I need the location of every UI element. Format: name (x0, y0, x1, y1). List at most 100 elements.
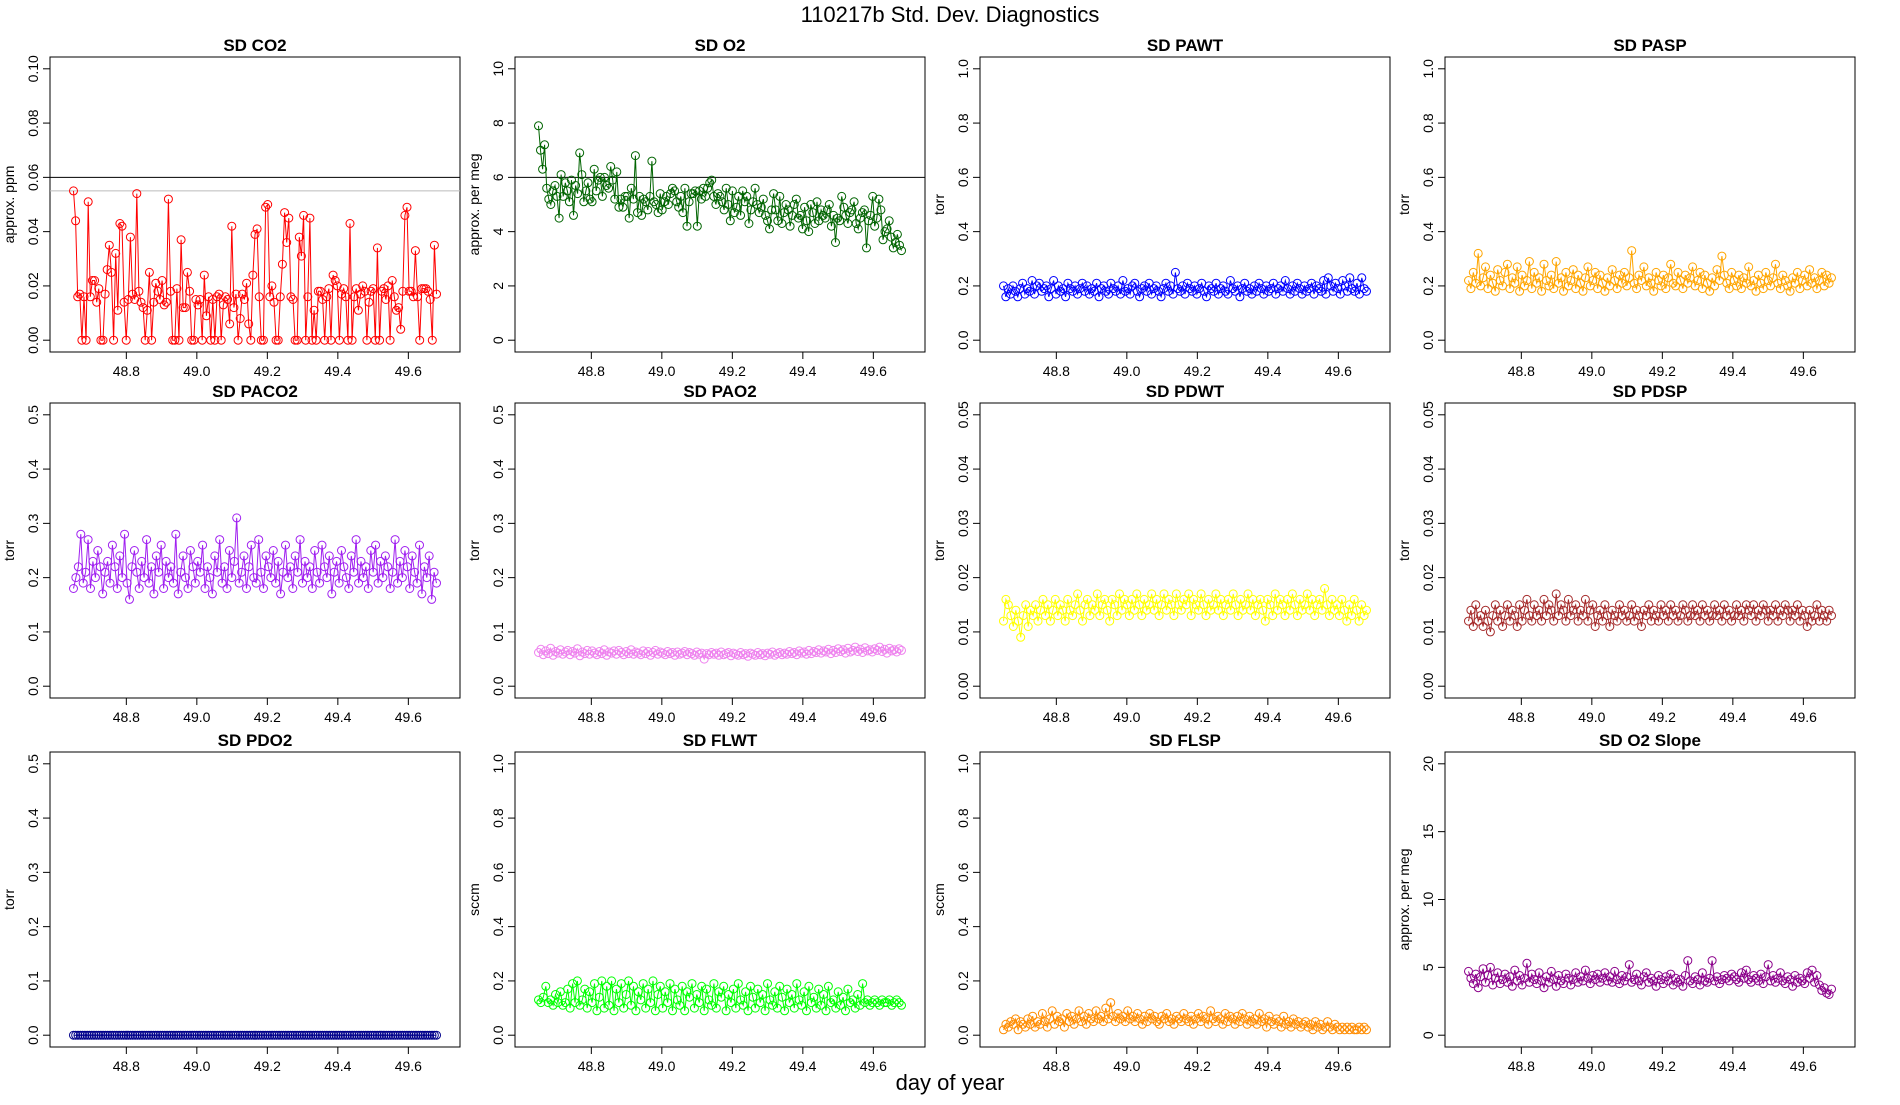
data-point (1641, 281, 1651, 291)
data-point (1732, 975, 1741, 985)
y-tick-label: 0.4 (490, 459, 506, 479)
data-point (157, 276, 167, 285)
data-point (73, 292, 83, 302)
data-point (268, 546, 278, 555)
data-point (277, 259, 287, 269)
data-point (1292, 611, 1302, 621)
data-point (563, 984, 573, 994)
x-tick-label: 48.8 (578, 363, 605, 379)
y-tick-label: 0.0 (1420, 330, 1436, 350)
data-point (222, 1030, 231, 1040)
data-point (716, 647, 726, 657)
data-point (1010, 286, 1020, 296)
data-point (283, 573, 293, 583)
data-point (167, 1030, 177, 1040)
data-point (358, 281, 368, 291)
data-point (880, 227, 890, 237)
data-point (419, 562, 429, 572)
x-tick-label: 49.2 (1649, 709, 1676, 725)
y-tick-label: 0.0 (955, 1025, 971, 1045)
data-point (1142, 1017, 1152, 1027)
y-tick-label: 0.8 (490, 808, 506, 828)
data-point (1578, 286, 1588, 296)
data-point (1174, 600, 1184, 610)
y-tick-label: 0.5 (25, 754, 41, 774)
data-point (707, 175, 717, 185)
y-tick-label: 0.1 (490, 622, 506, 642)
data-point (1303, 1022, 1313, 1032)
data-point (417, 589, 427, 599)
data-point (692, 221, 702, 231)
data-point (1297, 605, 1307, 615)
data-point (147, 335, 157, 345)
data-point (113, 305, 123, 315)
data-point (229, 303, 239, 313)
data-point (657, 205, 667, 215)
data-point (295, 535, 305, 545)
data-point (1719, 971, 1729, 980)
data-point (239, 551, 249, 561)
data-point (1043, 600, 1053, 610)
data-point (782, 984, 792, 994)
data-point (1600, 286, 1610, 296)
data-point (1113, 281, 1123, 291)
data-point (1583, 616, 1593, 626)
data-point (349, 292, 359, 302)
data-point (1568, 605, 1578, 615)
data-point (564, 197, 574, 207)
data-point (560, 998, 570, 1008)
data-point (1598, 973, 1607, 983)
data-point (389, 292, 399, 302)
data-point (1052, 1011, 1062, 1021)
data-point (1678, 284, 1688, 294)
y-tick-label: 0.1 (25, 622, 41, 642)
data-point (1727, 616, 1737, 626)
data-point (107, 1030, 117, 1040)
data-point (176, 567, 186, 577)
y-tick-label: 0.01 (1420, 618, 1436, 645)
data-point (587, 197, 597, 207)
data-point (639, 194, 649, 204)
data-point (1588, 600, 1598, 610)
data-point (253, 1030, 263, 1040)
data-point (1280, 611, 1290, 621)
data-point (231, 289, 241, 299)
data-point (227, 573, 237, 583)
data-point (1656, 600, 1666, 610)
y-tick-label: 0.3 (490, 513, 506, 533)
y-tick-label: 0.5 (490, 405, 506, 425)
data-point (144, 1030, 154, 1040)
data-point (777, 650, 787, 660)
data-point (1100, 594, 1110, 604)
data-point (1717, 616, 1727, 626)
data-point (1169, 611, 1179, 621)
y-tick-label: 8 (490, 119, 506, 127)
data-point (100, 567, 110, 577)
data-point (233, 335, 243, 345)
x-tick-label: 49.6 (1790, 363, 1817, 379)
data-point (711, 200, 721, 209)
data-point (87, 276, 97, 285)
data-point (624, 976, 634, 986)
data-point (1763, 276, 1773, 285)
data-point (377, 286, 387, 296)
data-point (1297, 289, 1307, 299)
data-point (611, 984, 621, 994)
y-tick-label: 0.2 (955, 971, 971, 991)
data-point (1741, 965, 1751, 975)
data-point (1228, 589, 1238, 599)
data-point (285, 1030, 295, 1040)
data-point (1094, 292, 1104, 302)
data-point (606, 162, 616, 171)
data-point (347, 1030, 357, 1040)
data-point (1062, 1009, 1072, 1018)
data-point (1243, 589, 1253, 599)
data-point (429, 1030, 439, 1040)
data-point (105, 1030, 115, 1040)
x-tick-label: 49.4 (1719, 1058, 1746, 1074)
data-point (299, 1030, 309, 1040)
y-tick-label: 0.04 (955, 455, 971, 482)
data-point (626, 183, 636, 193)
data-point (1466, 605, 1476, 615)
data-point (1290, 600, 1300, 610)
